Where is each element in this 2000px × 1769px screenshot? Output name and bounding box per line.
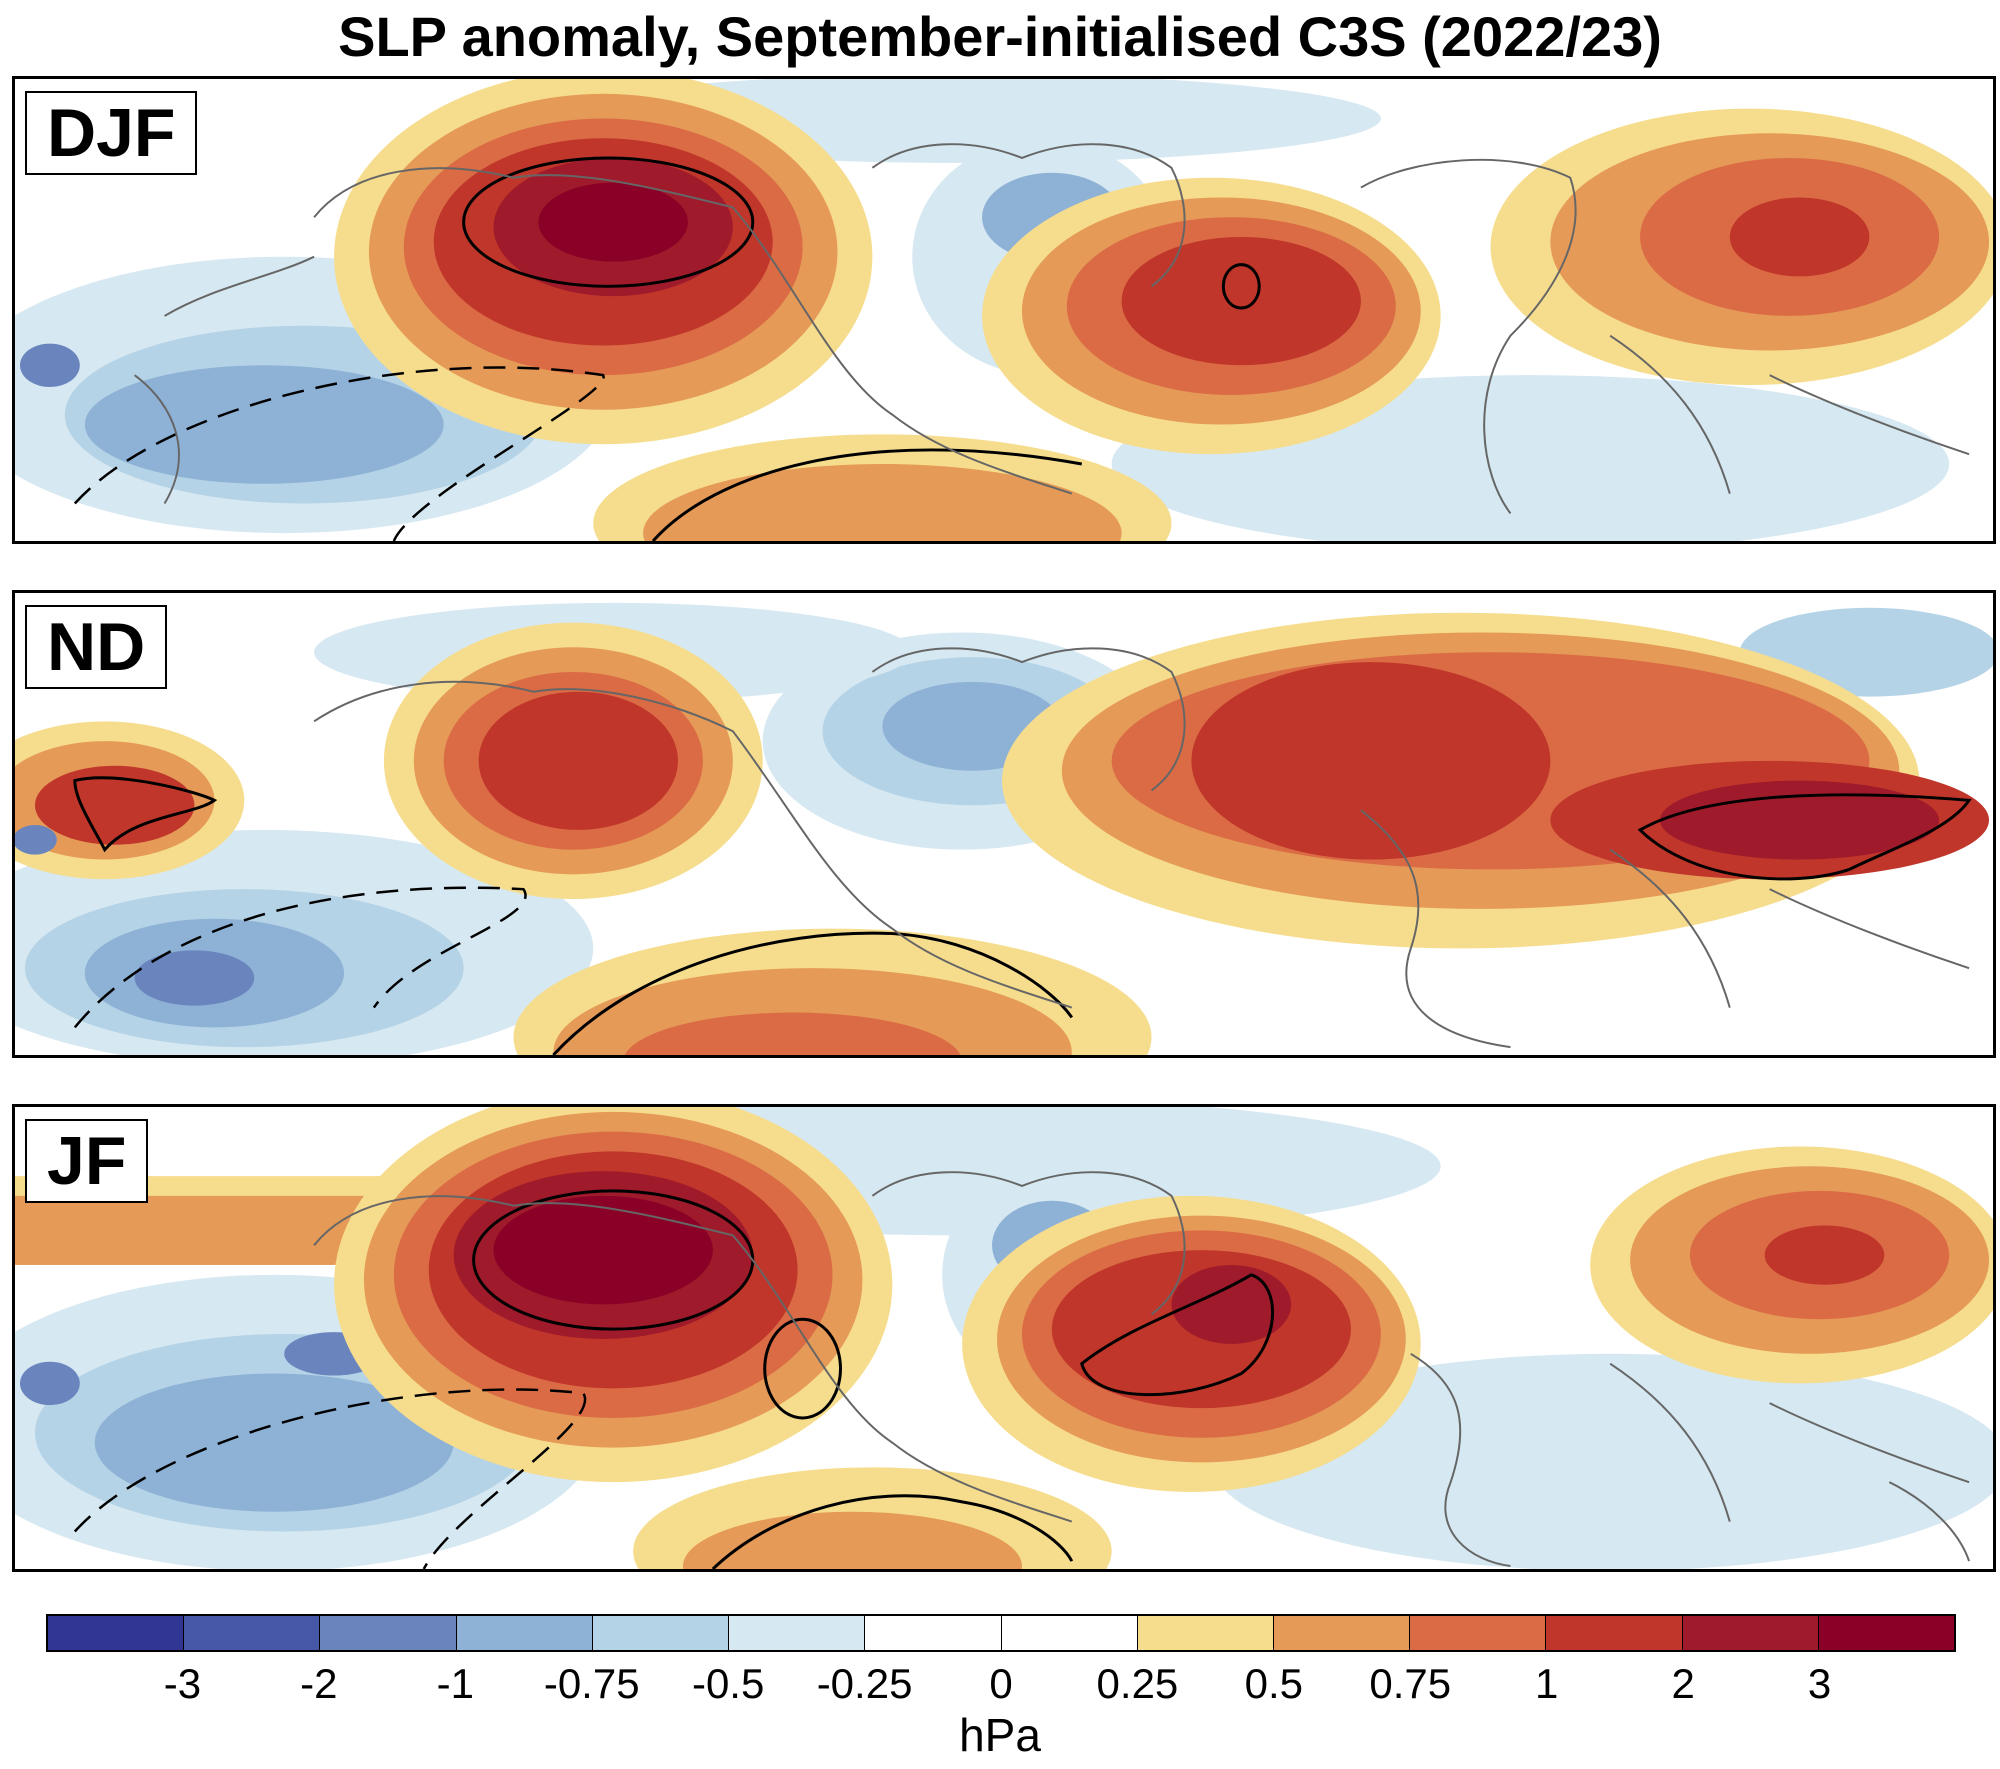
colorbar-segment [1274, 1616, 1410, 1650]
colorbar-segment [729, 1616, 865, 1650]
colorbar-segment [1002, 1616, 1138, 1650]
colorbar-segment [184, 1616, 320, 1650]
colorbar [46, 1614, 1956, 1652]
colorbar-ticks: -3 -2 -1 -0.75 -0.5 -0.25 0 0.25 0.5 0.75 1 2 3 [0, 1660, 2000, 1710]
colorbar-tick-label: -0.75 [544, 1660, 640, 1708]
slp-anomaly-map-nd [15, 593, 1993, 1055]
colorbar-segment [1819, 1616, 1954, 1650]
figure-title: SLP anomaly, September-initialised C3S (… [0, 4, 2000, 69]
panel-label-jf: JF [25, 1119, 148, 1203]
colorbar-segment [320, 1616, 456, 1650]
colorbar-segment [1410, 1616, 1546, 1650]
colorbar-tick-label: 2 [1671, 1660, 1694, 1708]
slp-anomaly-map-jf [15, 1107, 1993, 1569]
colorbar-tick-label: -1 [437, 1660, 474, 1708]
colorbar-segment [1546, 1616, 1682, 1650]
colorbar-tick-label: 0.25 [1097, 1660, 1179, 1708]
panel-label-djf: DJF [25, 91, 197, 175]
colorbar-tick-label: -2 [300, 1660, 337, 1708]
colorbar-tick-label: 0.5 [1245, 1660, 1303, 1708]
colorbar-unit: hPa [0, 1708, 2000, 1762]
colorbar-tick-label: -0.5 [692, 1660, 764, 1708]
colorbar-segment [593, 1616, 729, 1650]
colorbar-segment [1138, 1616, 1274, 1650]
panel-label-nd: ND [25, 605, 167, 689]
colorbar-tick-label: 3 [1808, 1660, 1831, 1708]
colorbar-segment [1683, 1616, 1819, 1650]
colorbar-tick-label: 0.75 [1369, 1660, 1451, 1708]
map-panel-djf: DJF [12, 76, 1996, 544]
colorbar-tick-label: -0.25 [817, 1660, 913, 1708]
colorbar-tick-label: 1 [1535, 1660, 1558, 1708]
colorbar-segment [865, 1616, 1001, 1650]
slp-anomaly-map-djf [15, 79, 1993, 541]
map-panel-jf: JF [12, 1104, 1996, 1572]
colorbar-tick-label: 0 [989, 1660, 1012, 1708]
colorbar-tick-label: -3 [164, 1660, 201, 1708]
colorbar-segment [457, 1616, 593, 1650]
colorbar-segment [48, 1616, 184, 1650]
map-panel-nd: ND [12, 590, 1996, 1058]
